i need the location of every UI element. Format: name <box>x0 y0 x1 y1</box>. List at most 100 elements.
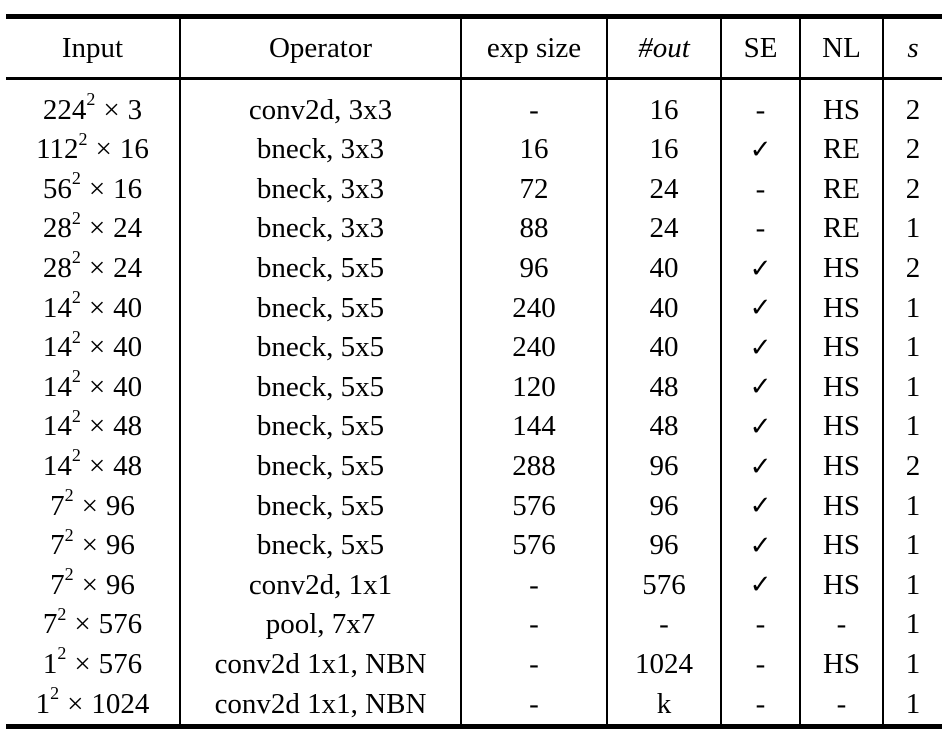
cell-s: 1 <box>882 605 942 645</box>
input-channels: 1024 <box>91 687 150 720</box>
input-channels: 16 <box>113 172 143 205</box>
input-exponent: 2 <box>71 207 81 228</box>
times-sign: × <box>74 648 91 681</box>
cell-out: 576 <box>606 565 721 606</box>
cell-se: ✓ <box>720 407 800 447</box>
cell-nl: HS <box>799 446 883 487</box>
cell-exp-size: - <box>460 605 607 645</box>
cell-nl: HS <box>799 288 883 328</box>
table-row: 12 × 1024 conv2d 1x1, NBN - k - -1 <box>6 684 942 724</box>
times-sign: × <box>88 410 106 443</box>
cell-exp-size: 576 <box>460 486 607 526</box>
cell-exp-size: - <box>460 565 607 606</box>
header-exp-size: exp size <box>460 19 607 77</box>
times-sign: × <box>81 529 98 562</box>
header-rule <box>6 76 942 80</box>
cell-operator: pool, 7x7 <box>179 605 461 645</box>
times-sign: × <box>88 291 106 324</box>
cell-out: - <box>606 605 721 645</box>
table-row: 142 × 40 bneck, 5x5 240 40 ✓ HS 1 <box>6 288 942 328</box>
input-spatial: 28 <box>42 212 72 245</box>
cell-nl: HS <box>799 525 883 566</box>
times-sign: × <box>74 608 91 641</box>
cell-se: ✓ <box>720 486 800 526</box>
table-row: 2242 × 3 conv2d, 3x3-16- HS 2 <box>6 78 942 131</box>
table-header: Input Operator exp size #out SE NL s <box>6 19 942 80</box>
input-spatial: 1 <box>35 687 51 720</box>
input-spatial: 14 <box>42 450 72 483</box>
input-spatial: 14 <box>42 331 72 364</box>
cell-out: 40 <box>606 327 721 368</box>
cell-input: 142 × 48 <box>6 407 180 447</box>
bottom-rule <box>6 723 942 729</box>
cell-operator: conv2d 1x1, NBN <box>179 644 461 685</box>
input-exponent: 2 <box>86 88 96 109</box>
cell-operator: conv2d, 1x1 <box>179 565 461 606</box>
table-row: 72 × 96 bneck, 5x5 576 96 ✓ HS 1 <box>6 486 942 526</box>
cell-se: ✓ <box>720 288 800 328</box>
table-row: 142 × 40 bneck, 5x5 120 48 ✓ HS 1 <box>6 367 942 408</box>
cell-s: 1 <box>882 327 942 368</box>
cell-s: 2 <box>882 446 942 487</box>
input-channels: 576 <box>98 608 143 641</box>
table-row: 12 × 576 conv2d 1x1, NBN -1024- HS 1 <box>6 643 942 685</box>
cell-input: 72 × 96 <box>6 526 180 566</box>
input-exponent: 2 <box>71 168 81 189</box>
input-channels: 24 <box>113 252 143 285</box>
input-exponent: 2 <box>57 643 67 664</box>
cell-exp-size: 144 <box>460 407 607 447</box>
table-row: 282 × 24 bneck, 5x5 96 40 ✓ HS 2 <box>6 247 942 289</box>
input-exponent: 2 <box>71 247 81 268</box>
times-sign: × <box>88 450 106 483</box>
cell-input: 142 × 48 <box>6 446 180 487</box>
cell-operator: bneck, 5x5 <box>179 288 461 328</box>
cell-input: 282 × 24 <box>6 209 180 249</box>
cell-input: 2242 × 3 <box>6 79 180 131</box>
cell-s: 1 <box>882 684 942 724</box>
cell-operator: bneck, 3x3 <box>179 209 461 249</box>
cell-nl: RE <box>799 169 883 210</box>
cell-exp-size: 96 <box>460 248 607 289</box>
cell-out: 48 <box>606 407 721 447</box>
input-exponent: 2 <box>71 405 81 426</box>
input-channels: 96 <box>105 529 135 562</box>
cell-se: - <box>720 78 800 130</box>
header-out: #out <box>606 19 721 77</box>
cell-input: 12 × 1024 <box>6 684 180 724</box>
cell-s: 1 <box>882 565 942 606</box>
cell-out: 24 <box>606 169 721 210</box>
input-exponent: 2 <box>64 564 74 585</box>
times-sign: × <box>88 252 106 285</box>
times-sign: × <box>95 133 112 166</box>
header-operator: Operator <box>179 19 461 77</box>
input-spatial: 112 <box>36 133 79 166</box>
table-row: 562 × 16 bneck, 3x3 72 24- RE 2 <box>6 168 942 210</box>
input-spatial: 56 <box>42 172 72 205</box>
cell-input: 1122 × 16 <box>6 130 180 170</box>
input-spatial: 14 <box>42 410 72 443</box>
cell-se: ✓ <box>720 525 800 566</box>
cell-exp-size: - <box>460 684 607 724</box>
cell-out: 96 <box>606 525 721 566</box>
cell-s: 2 <box>882 248 942 289</box>
cell-operator: bneck, 5x5 <box>179 525 461 566</box>
table-row: 142 × 48 bneck, 5x5 288 96 ✓ HS 2 <box>6 446 942 487</box>
cell-operator: bneck, 5x5 <box>179 486 461 526</box>
input-exponent: 2 <box>71 326 81 347</box>
cell-input: 142 × 40 <box>6 328 180 368</box>
cell-exp-size: 240 <box>460 288 607 328</box>
cell-se: - <box>720 644 800 685</box>
cell-exp-size: - <box>460 78 607 130</box>
cell-out: 40 <box>606 248 721 289</box>
times-sign: × <box>67 687 84 720</box>
input-spatial: 7 <box>50 529 65 562</box>
cell-nl: RE <box>799 209 883 249</box>
cell-nl: HS <box>799 78 883 130</box>
times-sign: × <box>88 370 106 403</box>
header-se: SE <box>720 19 800 77</box>
input-channels: 40 <box>113 291 143 324</box>
times-sign: × <box>81 568 98 601</box>
cell-exp-size: 16 <box>460 130 607 170</box>
table-row: 282 × 24 bneck, 3x3 88 24- RE 1 <box>6 209 942 249</box>
top-rule <box>6 14 942 19</box>
